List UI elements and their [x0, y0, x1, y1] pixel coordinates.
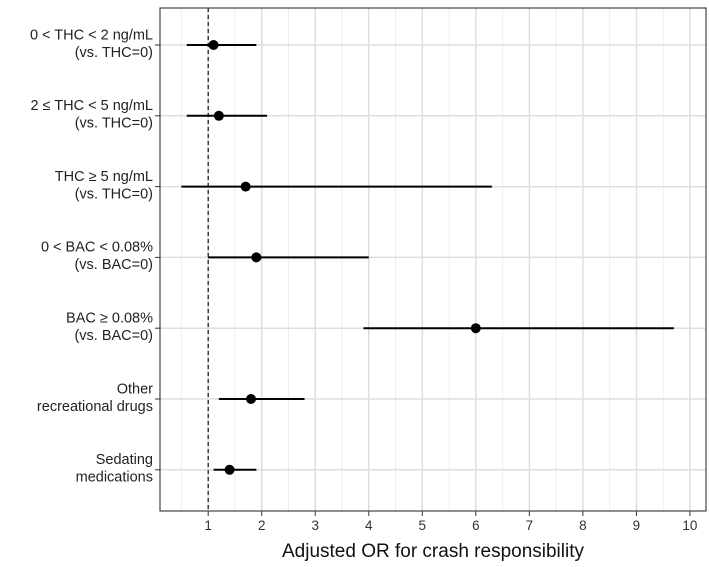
y-tick-label: 0 < THC < 2 ng/mL (vs. THC=0) [30, 27, 153, 61]
point-estimate [251, 252, 262, 263]
y-tick-label-line: BAC ≥ 0.08% [66, 310, 153, 326]
point-estimate [208, 40, 219, 50]
x-tick-label: 4 [365, 518, 373, 533]
point-estimate [240, 181, 251, 192]
y-tick-label-line: (vs. BAC=0) [74, 328, 153, 344]
y-tick-label: 0 < BAC < 0.08% (vs. BAC=0) [41, 240, 153, 274]
y-tick-label-line: (vs. THC=0) [75, 186, 153, 202]
y-tick-label-line: (vs. THC=0) [75, 45, 153, 61]
y-tick-label-line: 0 < THC < 2 ng/mL [30, 27, 153, 43]
point-estimate [224, 464, 235, 475]
point-estimate [246, 394, 256, 404]
point-estimate [213, 110, 224, 121]
y-tick-label-line: medications [76, 470, 153, 486]
estimate-marks [181, 40, 674, 475]
x-axis-title: Adjusted OR for crash responsibility [282, 541, 585, 562]
x-tick-label: 1 [204, 518, 212, 533]
x-tick-label: 8 [579, 518, 587, 533]
y-tick-label-line: (vs. THC=0) [75, 116, 153, 132]
panel-border [159, 7, 707, 512]
y-tick-label-line: Sedating [96, 452, 153, 468]
minor-gridlines [180, 8, 664, 511]
y-tick-label-line: 2 ≤ THC < 5 ng/mL [30, 98, 153, 114]
x-tick-label: 10 [682, 518, 697, 533]
y-tick-label-line: Other [117, 381, 153, 397]
x-tick-label: 5 [419, 518, 427, 533]
y-tick-label: 2 ≤ THC < 5 ng/mL (vs. THC=0) [30, 98, 153, 132]
x-tick-label: 9 [633, 518, 641, 533]
y-tick-label-line: recreational drugs [37, 399, 153, 415]
y-tick-label-line: THC ≥ 5 ng/mL [55, 169, 153, 185]
x-tick-label: 2 [258, 518, 266, 533]
major-gridlines [160, 8, 706, 511]
y-tick-label-line: 0 < BAC < 0.08% [41, 240, 153, 256]
y-tick-label: BAC ≥ 0.08% (vs. BAC=0) [66, 310, 153, 344]
point-estimate [470, 323, 481, 334]
y-tick-label: Other recreational drugs [37, 381, 153, 415]
x-axis: 1 2 3 4 5 6 7 8 9 10 [204, 511, 697, 533]
x-tick-label: 3 [311, 518, 319, 533]
y-tick-label: Sedating medications [76, 452, 153, 486]
y-tick-label-line: (vs. BAC=0) [74, 257, 153, 273]
y-axis: 0 < THC < 2 ng/mL (vs. THC=0)2 ≤ THC < 5 … [30, 27, 160, 486]
y-tick-label: THC ≥ 5 ng/mL (vs. THC=0) [55, 169, 153, 203]
x-tick-label: 6 [472, 518, 480, 533]
x-tick-label: 7 [526, 518, 534, 533]
